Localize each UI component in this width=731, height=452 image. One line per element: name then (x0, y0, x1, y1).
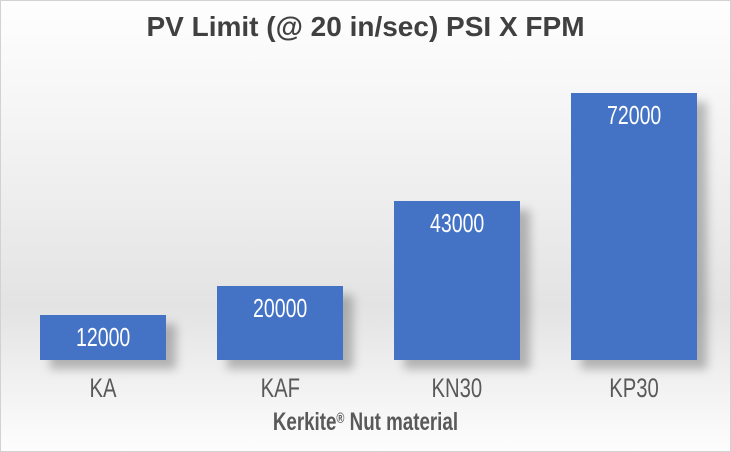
category-label-kp30: KP30 (609, 373, 659, 403)
bar-value-label-kn30: 43000 (429, 208, 485, 238)
chart-title: PV Limit (@ 20 in/sec) PSI X FPM (146, 11, 585, 42)
registered-trademark-symbol: ® (336, 411, 345, 428)
bar-value-label-kaf: 20000 (252, 293, 308, 323)
bar-kn30: 43000 (394, 201, 520, 360)
bar-kp30: 72000 (571, 93, 697, 360)
x-axis-title: Kerkite® Nut material (1, 407, 730, 437)
category-label-kn30: KN30 (431, 373, 483, 403)
bar-kaf: 20000 (217, 286, 343, 360)
x-axis-title-text: Kerkite® Nut material (273, 407, 458, 437)
bar-ka: 12000 (40, 315, 166, 360)
category-label-ka: KA (89, 373, 117, 403)
category-label-kaf: KAF (260, 373, 300, 403)
x-axis-title-rest: Nut material (349, 408, 459, 436)
x-axis-brand-text: Kerkite (272, 408, 337, 436)
bar-value-label-kp30: 72000 (606, 100, 662, 130)
bar-value-label-ka: 12000 (75, 322, 131, 352)
